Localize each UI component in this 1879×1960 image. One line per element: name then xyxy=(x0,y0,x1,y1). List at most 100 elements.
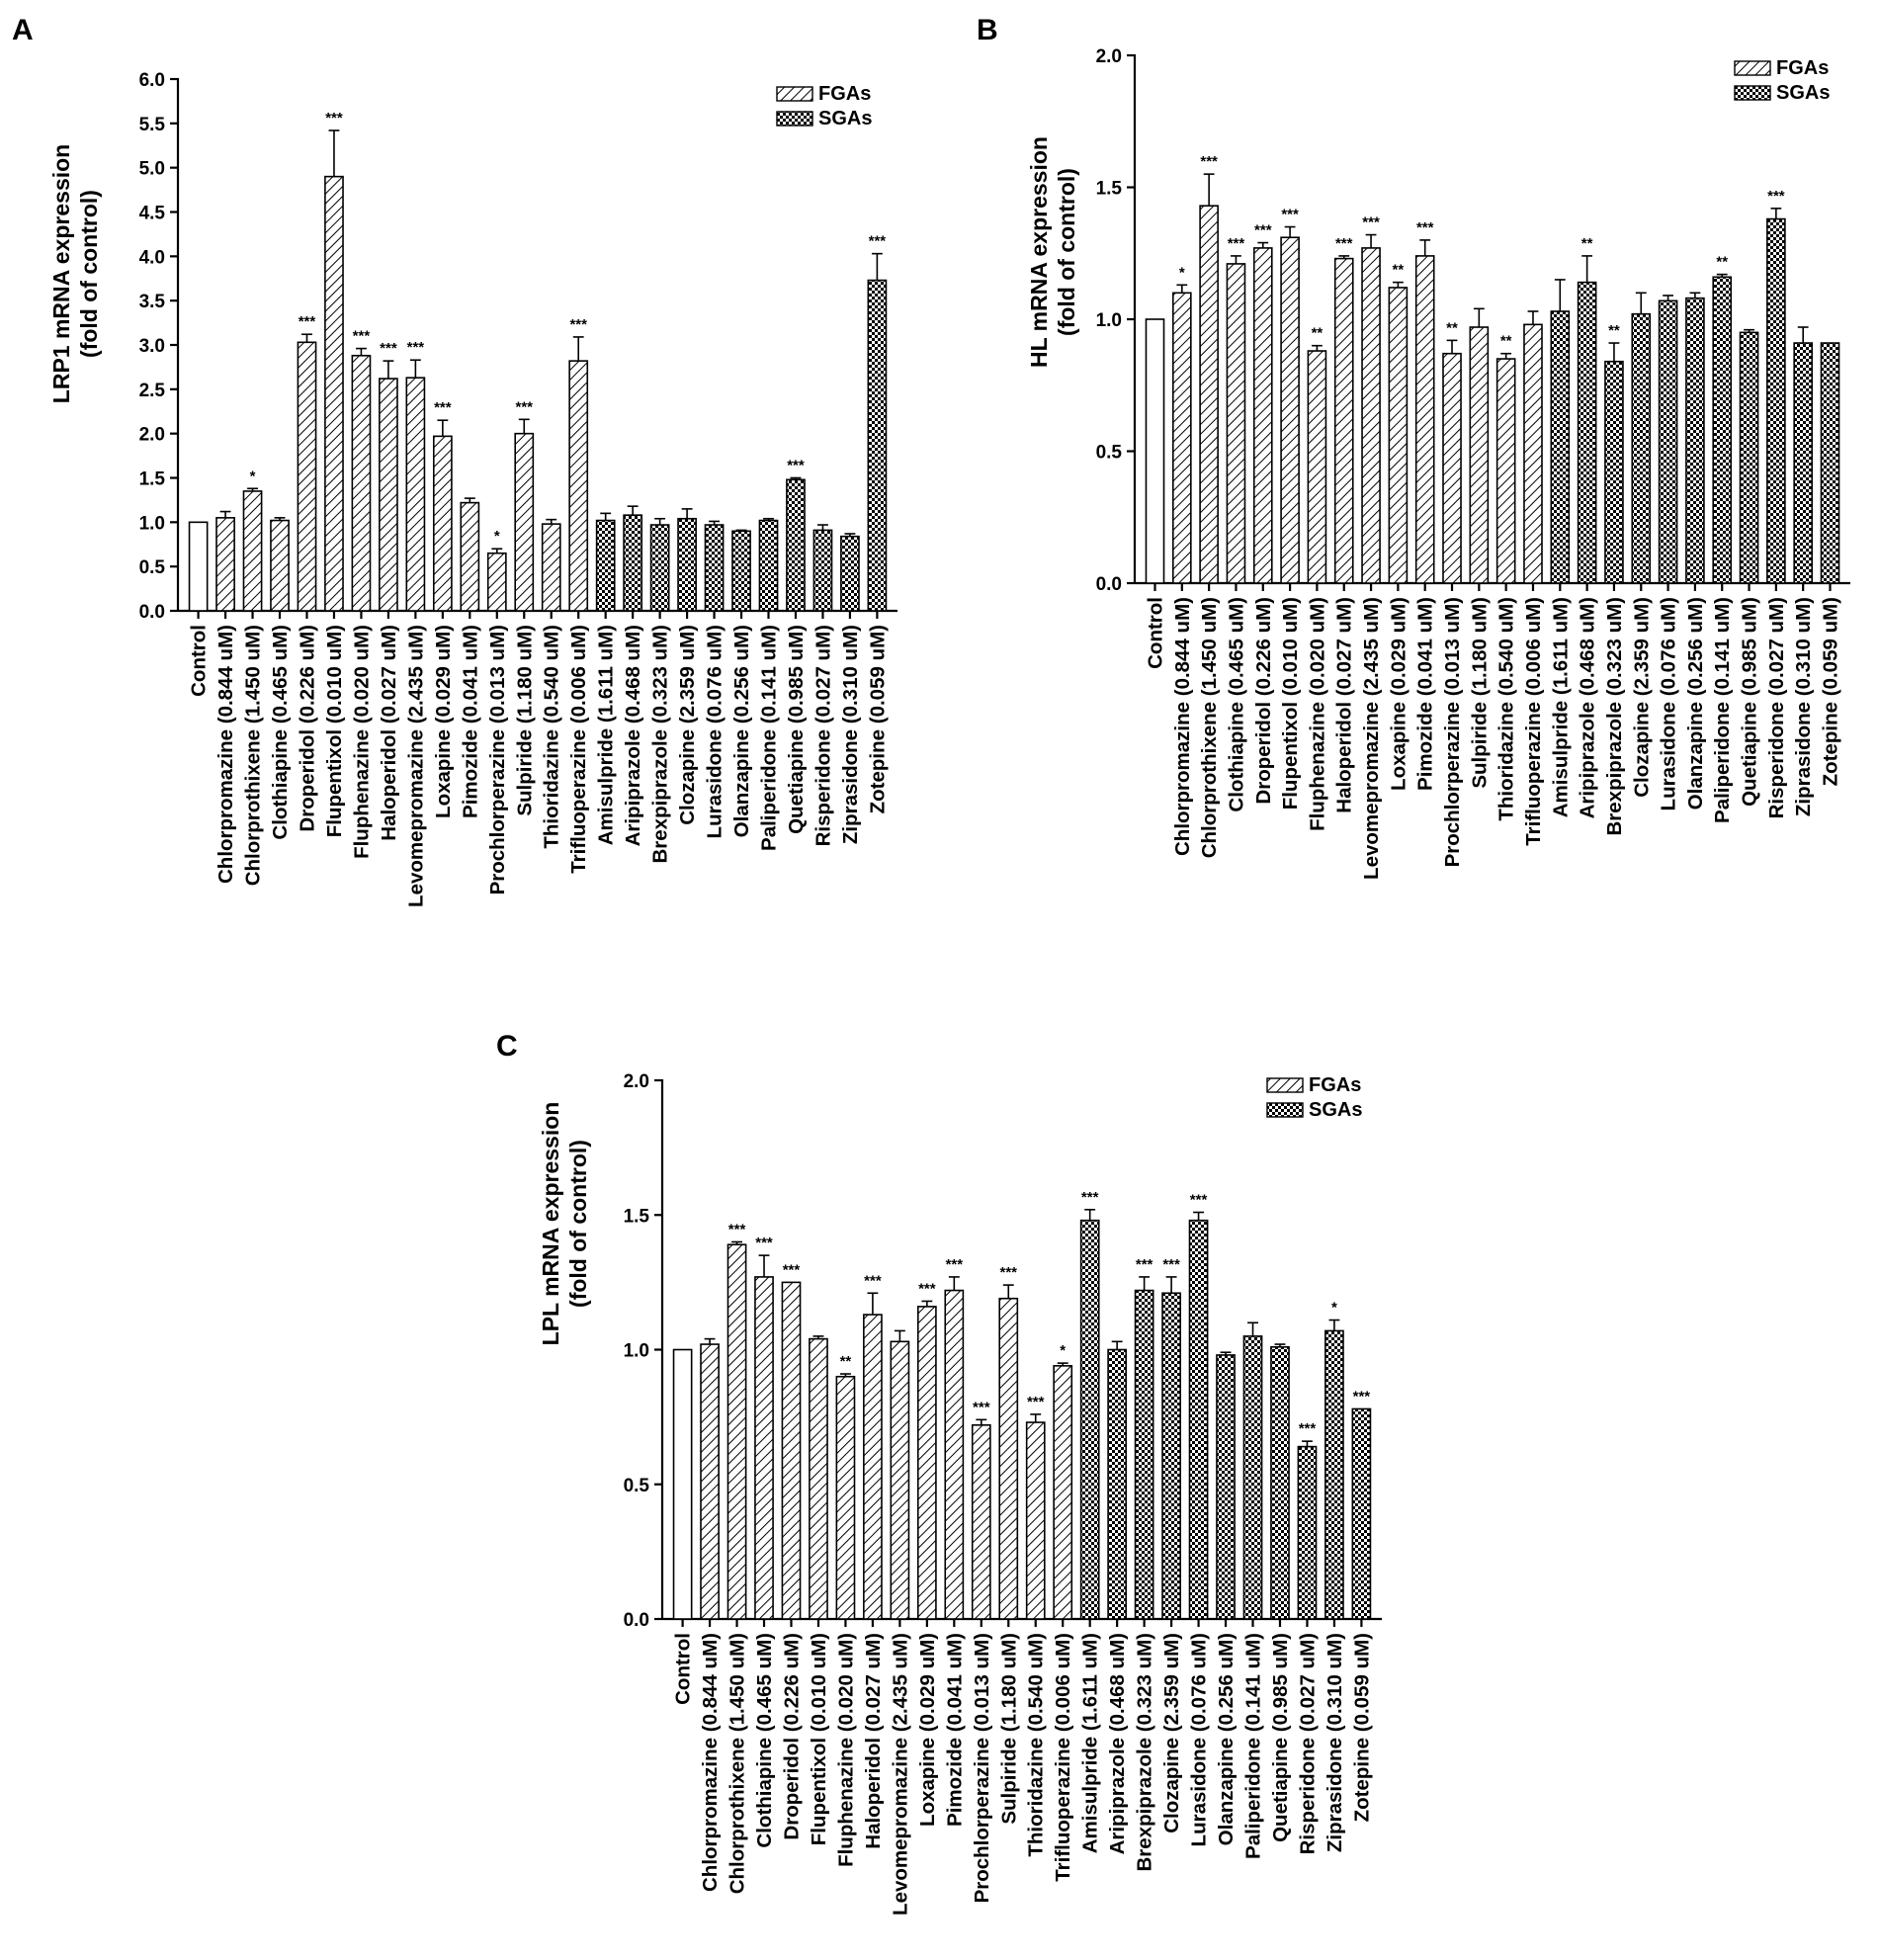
panel-a-y-axis-label-line1: LRP1 mRNA expression xyxy=(48,144,74,403)
panel-letter-b: B xyxy=(977,14,998,46)
y-tick-label: 1.5 xyxy=(624,1206,650,1227)
bar-drug-5 xyxy=(1280,236,1300,584)
category-label: Zotepine (0.059 uM) xyxy=(1820,597,1842,786)
category-label: Flupentixol (0.010 uM) xyxy=(1279,597,1302,810)
legend-label-sga: SGAs xyxy=(818,108,872,129)
category-label: Ziprasidone (0.310 uM) xyxy=(1324,1633,1346,1852)
category-label: Chlorpromazine (0.844 uM) xyxy=(699,1633,722,1892)
y-tick-label: 1.5 xyxy=(1096,179,1123,200)
category-label: Flupentixol (0.010 uM) xyxy=(808,1633,830,1845)
bar-drug-25 xyxy=(1820,342,1840,584)
y-tick-label: 6.0 xyxy=(139,70,165,91)
category-label: Risperidone (0.027 uM) xyxy=(1765,597,1788,818)
category-label: Chlorprothixene (1.450 uM) xyxy=(242,625,265,886)
bar-drug-7 xyxy=(1333,257,1354,584)
bar-control xyxy=(1145,318,1165,584)
category-label: Clozapine (2.359 uM) xyxy=(1160,1633,1183,1833)
bar-drug-17 xyxy=(649,524,670,612)
y-tick-label: 2.5 xyxy=(139,381,166,401)
category-label: Haloperidol (0.027 uM) xyxy=(378,625,400,841)
category-label: Sulpiride (1.180 uM) xyxy=(1468,597,1491,789)
bar-drug-9 xyxy=(432,435,453,612)
legend-swatch-sga xyxy=(1734,85,1771,101)
category-label: Pimozide (0.041 uM) xyxy=(943,1633,966,1827)
bar-drug-1 xyxy=(215,517,235,612)
category-label: Olanzapine (0.256 uM) xyxy=(1684,597,1707,810)
y-tick-label: 1.0 xyxy=(624,1341,649,1362)
category-label: Thioridazine (0.540 uM) xyxy=(541,625,563,849)
category-label: Amisulpride (1.611 uM) xyxy=(1549,597,1572,817)
bar-drug-13 xyxy=(1495,358,1516,584)
bar-drug-20 xyxy=(1685,297,1705,584)
significance-marker: *** xyxy=(325,110,343,127)
category-label: Paliperidone (0.141 uM) xyxy=(1711,597,1734,823)
bar-drug-15 xyxy=(1550,310,1571,584)
bar-drug-10 xyxy=(944,1289,965,1620)
category-label: Control xyxy=(1144,597,1166,669)
bar-drug-3 xyxy=(754,1276,774,1620)
category-label: Aripiprazole (0.468 uM) xyxy=(622,625,644,846)
bar-drug-9 xyxy=(916,1306,937,1620)
bar-drug-24 xyxy=(840,535,860,612)
category-label: Clothiapine (0.465 uM) xyxy=(269,625,292,840)
bar-drug-1 xyxy=(1171,292,1192,584)
bar-drug-21 xyxy=(1712,276,1733,584)
category-label: Trifluoperazine (0.006 uM) xyxy=(1522,597,1545,846)
category-label: Levomepromazine (2.435 uM) xyxy=(404,625,427,907)
bar-drug-16 xyxy=(1107,1348,1128,1620)
category-label: Levomepromazine (2.435 uM) xyxy=(889,1633,911,1916)
category-label: Sulpiride (1.180 uM) xyxy=(997,1633,1020,1825)
significance-marker: *** xyxy=(1254,222,1272,239)
category-label: Thioridazine (0.540 uM) xyxy=(1495,597,1518,821)
bar-drug-7 xyxy=(863,1314,883,1620)
legend-label-fga: FGAs xyxy=(1776,57,1829,79)
bar-drug-12 xyxy=(1469,326,1490,584)
category-label: Droperidol (0.226 uM) xyxy=(1252,597,1275,805)
significance-marker: *** xyxy=(1228,235,1245,252)
bar-drug-8 xyxy=(1361,247,1381,584)
y-tick-label: 4.0 xyxy=(139,247,165,268)
bar-drug-9 xyxy=(1388,287,1409,584)
bar-drug-12 xyxy=(998,1297,1019,1620)
y-tick-label: 5.5 xyxy=(139,115,166,135)
bar-drug-1 xyxy=(700,1343,720,1620)
category-label: Droperidol (0.226 uM) xyxy=(296,625,318,832)
category-label: Lurasidone (0.076 uM) xyxy=(1188,1633,1211,1846)
panel-c: C 0.00.51.01.52.0 ************** ********… xyxy=(496,1030,1382,1916)
category-label: Haloperidol (0.027 uM) xyxy=(1333,597,1356,813)
category-label: Amisulpride (1.611 uM) xyxy=(595,625,618,845)
category-label: Prochlorperazine (0.013 uM) xyxy=(1441,597,1464,867)
y-tick-label: 5.0 xyxy=(139,159,165,180)
panel-a-legend: FGAs SGAs xyxy=(776,83,872,129)
bar-drug-6 xyxy=(1307,350,1327,584)
category-label: Pimozide (0.041 uM) xyxy=(1414,597,1437,791)
significance-marker: * xyxy=(494,528,500,545)
bar-drug-2 xyxy=(242,490,263,612)
category-label: Brexpiprazole (0.323 uM) xyxy=(1603,597,1626,836)
bar-drug-2 xyxy=(726,1243,747,1620)
significance-marker: ** xyxy=(1608,322,1620,339)
panel-c-bars: ************** ********************** ****… xyxy=(672,1189,1372,1620)
significance-marker: *** xyxy=(1162,1256,1180,1273)
category-label: Clothiapine (0.465 uM) xyxy=(753,1633,776,1848)
category-label: Clozapine (2.359 uM) xyxy=(676,625,699,825)
bar-control xyxy=(672,1348,693,1620)
significance-marker: *** xyxy=(1353,1388,1371,1405)
panel-letter-c: C xyxy=(496,1030,518,1063)
significance-marker: *** xyxy=(516,398,534,415)
category-label: Zotepine (0.059 uM) xyxy=(866,625,889,813)
y-tick-label: 3.5 xyxy=(139,292,166,312)
category-label: Aripiprazole (0.468 uM) xyxy=(1106,1633,1129,1854)
category-label: Lurasidone (0.076 uM) xyxy=(1658,597,1680,810)
category-label: Quetiapine (0.985 uM) xyxy=(1269,1633,1292,1842)
category-label: Prochlorperazine (0.013 uM) xyxy=(971,1633,993,1903)
bar-drug-22 xyxy=(786,478,806,612)
category-label: Chlorpromazine (0.844 uM) xyxy=(1171,597,1194,856)
significance-marker: *** xyxy=(380,340,397,357)
significance-marker: ** xyxy=(840,1353,852,1370)
panel-c-legend: FGAs SGAs xyxy=(1266,1074,1362,1121)
panel-b-y-axis-label-line2: (fold of control) xyxy=(1054,168,1079,336)
bar-drug-10 xyxy=(1414,255,1435,584)
panel-b-y-axis-label-line1: HL mRNA expression xyxy=(1026,136,1052,368)
panel-letter-a: A xyxy=(12,14,34,46)
